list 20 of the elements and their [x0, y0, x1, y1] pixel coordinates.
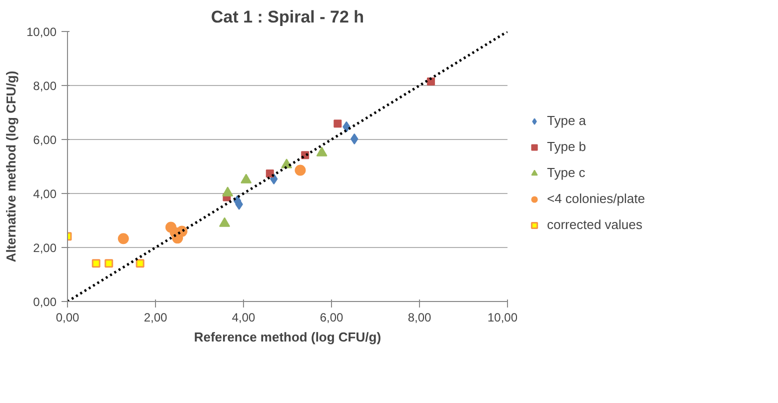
y-tick-label: 8,00 — [33, 79, 57, 93]
x-tick-label: 0,00 — [56, 310, 80, 324]
legend-label: Type c — [547, 165, 586, 180]
x-tick-label: 2,00 — [144, 310, 168, 324]
y-tick-label: 6,00 — [33, 133, 57, 147]
x-axis-title: Reference method (log CFU/g) — [194, 330, 382, 344]
y-tick-label: 0,00 — [33, 295, 57, 309]
y-tick-label: 2,00 — [33, 241, 57, 255]
x-tick-label: 4,00 — [232, 310, 256, 324]
legend-label: <4 colonies/plate — [547, 191, 645, 206]
chart-title: Cat 1 : Spiral - 72 h — [210, 8, 364, 26]
y-tick-label: 10,00 — [26, 25, 57, 39]
x-tick-label: 8,00 — [408, 310, 432, 324]
y-tick-label: 4,00 — [33, 187, 57, 201]
x-tick-label: 6,00 — [320, 310, 344, 324]
y-axis-title: Alternative method (log CFU/g) — [3, 70, 18, 262]
legend-label: Type b — [547, 139, 586, 154]
x-tick-label: 10,00 — [487, 310, 518, 324]
legend-label: corrected values — [547, 217, 642, 232]
legend-label: Type a — [547, 113, 586, 128]
